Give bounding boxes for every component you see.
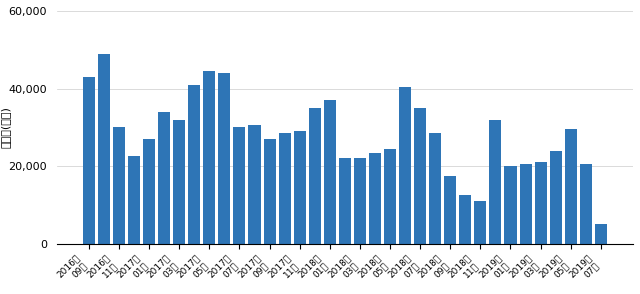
Bar	[188, 85, 200, 244]
Bar	[580, 164, 592, 244]
Bar	[204, 71, 215, 244]
Bar	[369, 153, 381, 244]
Bar	[399, 86, 411, 244]
Bar	[550, 151, 562, 244]
Bar	[474, 201, 486, 244]
Bar	[308, 108, 321, 244]
Bar	[444, 176, 456, 244]
Bar	[98, 54, 110, 244]
Bar	[294, 131, 306, 244]
Bar	[83, 77, 95, 244]
Bar	[520, 164, 532, 244]
Bar	[113, 127, 125, 244]
Bar	[354, 158, 366, 244]
Bar	[339, 158, 351, 244]
Bar	[504, 166, 516, 244]
Bar	[534, 162, 547, 244]
Bar	[460, 195, 471, 244]
Bar	[264, 139, 276, 244]
Y-axis label: 거래량(건수): 거래량(건수)	[1, 106, 10, 148]
Bar	[234, 127, 246, 244]
Bar	[278, 133, 291, 244]
Bar	[158, 112, 170, 244]
Bar	[564, 129, 577, 244]
Bar	[429, 133, 441, 244]
Bar	[173, 120, 185, 244]
Bar	[384, 149, 396, 244]
Bar	[414, 108, 426, 244]
Bar	[248, 125, 260, 244]
Bar	[490, 120, 502, 244]
Bar	[595, 224, 607, 244]
Bar	[218, 73, 230, 244]
Bar	[143, 139, 155, 244]
Bar	[324, 100, 336, 244]
Bar	[128, 156, 140, 244]
